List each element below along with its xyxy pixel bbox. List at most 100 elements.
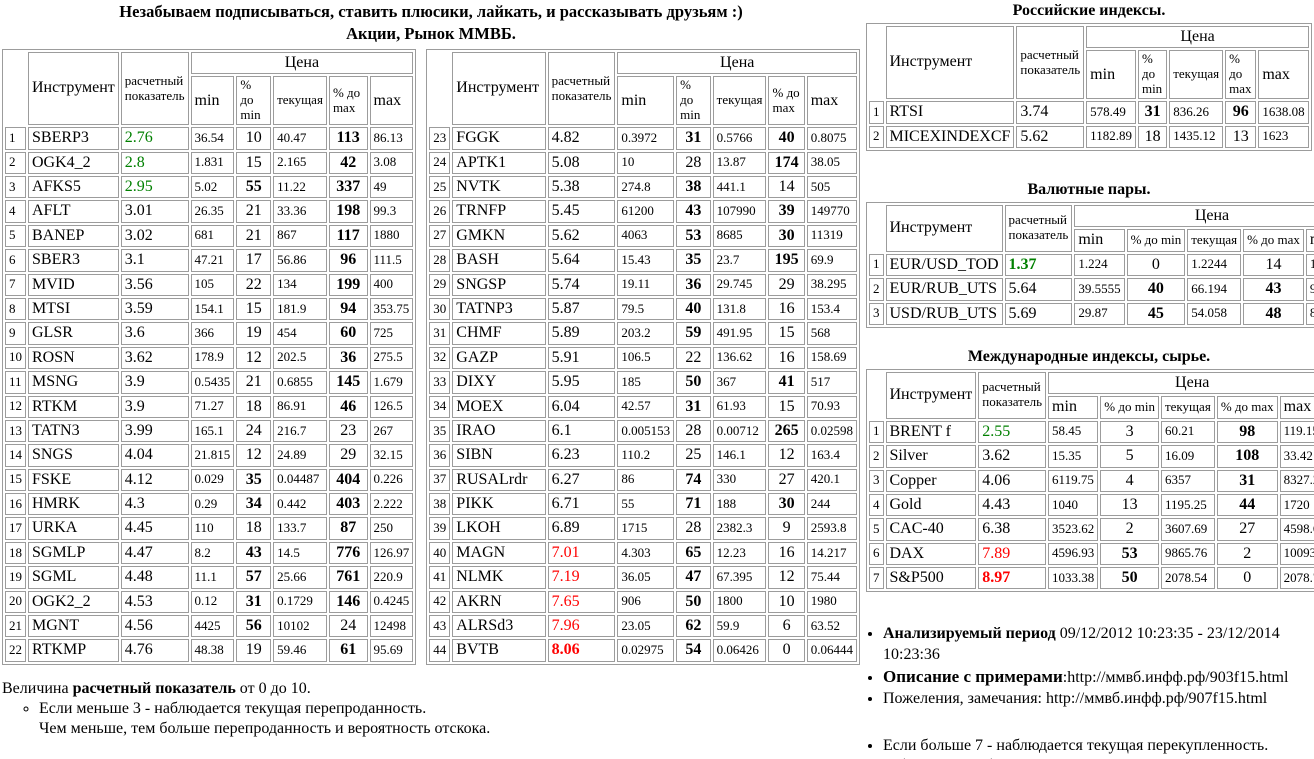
table-row: 38 PIKK 6.71 55 71 188 30 244 bbox=[429, 493, 857, 516]
row-number-cell: 2 bbox=[869, 278, 884, 301]
instrument-cell: TRNFP bbox=[452, 200, 546, 223]
instrument-cell: ALRSd3 bbox=[452, 615, 546, 638]
min-cell: 1.831 bbox=[190, 151, 235, 174]
pct-to-max-cell: 16 bbox=[768, 297, 805, 321]
row-number-cell: 12 bbox=[5, 395, 26, 418]
indicator-cell: 3.6 bbox=[120, 322, 189, 345]
pct-to-max-cell: 29 bbox=[328, 444, 368, 467]
row-number-cell: 39 bbox=[429, 517, 451, 540]
row-number-cell: 6 bbox=[869, 542, 884, 566]
overbought-rule-list: Если больше 7 - наблюдается текущая пере… bbox=[866, 736, 1312, 757]
min-cell: 366 bbox=[190, 322, 235, 345]
min-cell: 39.5555 bbox=[1074, 278, 1125, 301]
header-indicator: расчетный показатель bbox=[547, 52, 616, 126]
instrument-cell: BVTB bbox=[452, 639, 546, 662]
row-number-cell: 40 bbox=[429, 541, 451, 565]
current-cell: 59.9 bbox=[712, 615, 767, 638]
max-cell: 4598.65 bbox=[1279, 518, 1314, 541]
indicator-cell: 2.55 bbox=[978, 420, 1047, 444]
current-cell: 202.5 bbox=[273, 346, 327, 370]
instrument-cell: Gold bbox=[885, 493, 977, 517]
current-cell: 13.87 bbox=[712, 151, 767, 174]
pct-to-max-cell: 14 bbox=[1243, 253, 1304, 277]
corner-cell bbox=[429, 52, 450, 125]
instrument-cell: MTSI bbox=[28, 297, 119, 321]
row-number-cell: 5 bbox=[5, 224, 26, 248]
indicator-cell: 5.91 bbox=[547, 346, 616, 370]
current-cell: 441.1 bbox=[712, 175, 767, 199]
table-row: 30 TATNP3 5.87 79.5 40 131.8 16 153.4 bbox=[429, 297, 857, 321]
indicator-cell: 5.38 bbox=[547, 175, 616, 199]
header-pct-min: % до min bbox=[676, 76, 711, 126]
indicator-cell: 6.04 bbox=[547, 395, 616, 418]
instrument-cell: CAC-40 bbox=[885, 518, 977, 541]
instrument-cell: FGGK bbox=[452, 127, 546, 150]
header-pct-max: % до max bbox=[1216, 396, 1278, 419]
pct-to-max-cell: 174 bbox=[768, 151, 805, 174]
current-cell: 1435.12 bbox=[1169, 125, 1224, 148]
instrument-cell: TATNP3 bbox=[452, 297, 546, 321]
currency-pairs-table: Инструмент расчетный показатель Цена min% д… bbox=[866, 201, 1314, 328]
table-row: 28 BASH 5.64 15.43 35 23.7 195 69.9 bbox=[429, 249, 857, 272]
max-cell: 1720 bbox=[1279, 493, 1314, 517]
instrument-cell: PIKK bbox=[452, 493, 546, 516]
table-row: 2 MICEXINDEXCF 5.62 1182.89 18 1435.12 13 1623 bbox=[869, 125, 1309, 148]
pct-to-max-cell: 198 bbox=[328, 200, 368, 223]
header-current: текущая bbox=[1160, 396, 1215, 419]
legend-oversold-rule: Если меньше 3 - наблюдается текущая пере… bbox=[39, 699, 860, 719]
indicator-cell: 4.43 bbox=[978, 493, 1047, 517]
pct-to-max-cell: 27 bbox=[768, 468, 805, 492]
max-cell: 1623 bbox=[1258, 125, 1309, 148]
instrument-cell: RTKMP bbox=[28, 639, 119, 662]
row-number-cell: 31 bbox=[429, 322, 451, 345]
pct-to-max-cell: 16 bbox=[768, 541, 805, 565]
pct-to-min-cell: 28 bbox=[676, 151, 711, 174]
pct-to-min-cell: 3 bbox=[1100, 420, 1159, 444]
current-cell: 0.6855 bbox=[273, 371, 327, 394]
table-row: 37 RUSALrdr 6.27 86 74 330 27 420.1 bbox=[429, 468, 857, 492]
pct-to-min-cell: 19 bbox=[236, 322, 272, 345]
instrument-cell: OGK4_2 bbox=[28, 151, 119, 174]
row-number-cell: 28 bbox=[429, 249, 451, 272]
max-cell: 2078.76 bbox=[1279, 567, 1314, 590]
min-cell: 58.45 bbox=[1048, 420, 1099, 444]
pct-to-min-cell: 40 bbox=[676, 297, 711, 321]
max-cell: 8327.25 bbox=[1279, 469, 1314, 492]
header-instrument: Инструмент bbox=[885, 204, 1003, 252]
pct-to-max-cell: 195 bbox=[768, 249, 805, 272]
row-number-cell: 16 bbox=[5, 493, 26, 516]
current-cell: 10102 bbox=[273, 615, 327, 638]
min-cell: 86 bbox=[617, 468, 675, 492]
min-cell: 6119.75 bbox=[1048, 469, 1099, 492]
pct-to-min-cell: 22 bbox=[676, 346, 711, 370]
pct-to-max-cell: 94 bbox=[328, 297, 368, 321]
min-cell: 29.87 bbox=[1074, 302, 1125, 325]
min-cell: 578.49 bbox=[1086, 101, 1136, 124]
table-row: 23 FGGK 4.82 0.3972 31 0.5766 40 0.8075 bbox=[429, 127, 857, 150]
min-cell: 4596.93 bbox=[1048, 542, 1099, 566]
indicator-cell: 2.95 bbox=[120, 175, 189, 199]
header-pct-max: % до max bbox=[768, 76, 805, 126]
pct-to-min-cell: 18 bbox=[236, 395, 272, 418]
min-cell: 274.8 bbox=[617, 175, 675, 199]
row-number-cell: 15 bbox=[5, 468, 26, 492]
pct-to-max-cell: 39 bbox=[768, 200, 805, 223]
current-cell: 9865.76 bbox=[1160, 542, 1215, 566]
max-cell: 99.3 bbox=[369, 200, 414, 223]
pct-to-max-cell: 87 bbox=[328, 517, 368, 540]
table-row: 15 FSKE 4.12 0.029 35 0.04487 404 0.226 bbox=[5, 468, 414, 492]
instrument-cell: SBER3 bbox=[28, 249, 119, 272]
row-number-cell: 25 bbox=[429, 175, 451, 199]
pct-to-min-cell: 19 bbox=[236, 639, 272, 662]
instrument-cell: MVID bbox=[28, 273, 119, 296]
current-cell: 867 bbox=[273, 224, 327, 248]
current-cell: 330 bbox=[712, 468, 767, 492]
min-cell: 61200 bbox=[617, 200, 675, 223]
min-cell: 3523.62 bbox=[1048, 518, 1099, 541]
min-cell: 4063 bbox=[617, 224, 675, 248]
current-cell: 367 bbox=[712, 371, 767, 394]
pct-to-min-cell: 74 bbox=[676, 468, 711, 492]
